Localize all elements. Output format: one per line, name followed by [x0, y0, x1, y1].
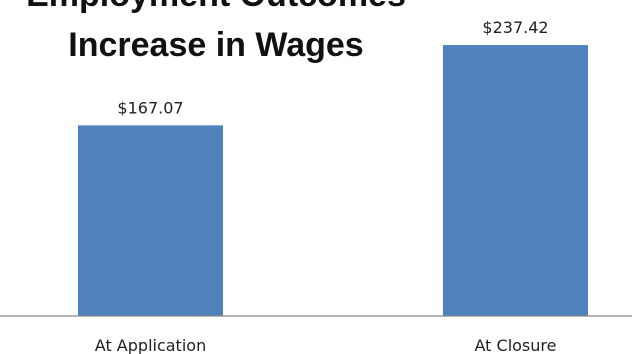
chart-title-line-1: Employment Outcomes: [26, 0, 406, 14]
bar-at-application: [78, 125, 223, 317]
bar-at-closure: [443, 45, 588, 316]
chart-title-line-2: Increase in Wages: [68, 26, 363, 64]
data-label: $167.07: [117, 98, 183, 117]
chart-title: Employment Outcomes Increase in Wages: [26, 0, 406, 64]
category-label: At Closure: [475, 336, 557, 354]
data-label: $237.42: [482, 18, 548, 37]
category-label: At Application: [95, 336, 206, 354]
bars: $167.07 At Application $237.42 At Closure: [78, 18, 588, 354]
